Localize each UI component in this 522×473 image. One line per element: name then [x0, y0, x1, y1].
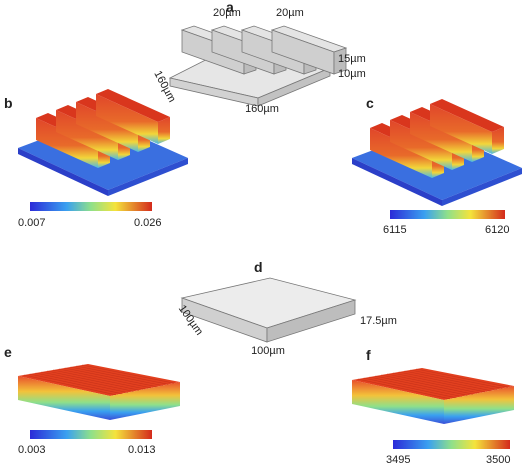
slab-right [110, 382, 180, 420]
texture-line [41, 371, 134, 392]
texture-line [47, 370, 140, 391]
ridge-side [370, 128, 432, 178]
dimension-label: 10µm [338, 68, 366, 80]
dimension-label: 100µm [251, 345, 285, 357]
texture-line [52, 369, 146, 390]
colorbar [393, 440, 510, 449]
texture-line [76, 365, 169, 385]
ridge-end [158, 117, 170, 144]
texture-line [70, 366, 163, 386]
colorbar [30, 202, 152, 211]
base-side [108, 158, 188, 196]
panel-e-heatmap [18, 364, 180, 420]
dimension-label: 20µm [213, 7, 241, 19]
ridge-end [333, 47, 347, 75]
dimension-label: 20µm [276, 7, 304, 19]
ridge-side [36, 118, 98, 168]
texture-line [64, 367, 157, 387]
panel-c-heatmap [352, 99, 522, 206]
texture-line [29, 373, 122, 394]
texture-line [58, 368, 151, 389]
texture-line [416, 368, 509, 388]
ridge-top [430, 99, 504, 132]
texture-line [82, 364, 175, 384]
slab-right [444, 386, 514, 424]
dimension-label: 15µm [338, 53, 366, 65]
ridge-side [430, 104, 492, 154]
panel-f-heatmap [352, 368, 514, 424]
colorbar-max: 6120 [485, 224, 509, 236]
ridge-side [410, 112, 472, 162]
slab-front [18, 376, 110, 420]
colorbar-min: 0.003 [18, 444, 46, 456]
ridge-end [492, 127, 504, 154]
colorbar-min: 0.007 [18, 217, 46, 229]
panel-label: b [4, 95, 13, 111]
slab-front [352, 380, 444, 424]
dimension-label: 17.5µm [360, 315, 397, 327]
dimension-label: 160µm [245, 103, 279, 115]
ridge-side [96, 94, 158, 144]
texture-line [23, 374, 116, 396]
base-side [442, 168, 522, 206]
colorbar-max: 3500 [486, 454, 510, 466]
texture-line [398, 371, 491, 391]
ridge-side [76, 102, 138, 152]
texture-line [404, 370, 497, 390]
texture-line [363, 377, 456, 398]
panel-label: e [4, 344, 12, 360]
ridge-side [390, 120, 452, 170]
colorbar [390, 210, 505, 219]
ridge-top [96, 89, 170, 122]
panel-d-slab [180, 277, 357, 343]
panel-label: f [366, 347, 371, 363]
panel-label: d [254, 259, 263, 275]
panel-label: c [366, 95, 374, 111]
colorbar-min: 6115 [383, 224, 407, 236]
colorbar-max: 0.026 [134, 217, 162, 229]
base-side [352, 158, 442, 206]
panel-a-geometry [168, 25, 348, 107]
colorbar-min: 3495 [386, 454, 410, 466]
panel-b-heatmap [18, 89, 188, 196]
texture-line [381, 374, 474, 395]
texture-line [392, 372, 485, 393]
ridge-side [56, 110, 118, 160]
colorbar-max: 0.013 [128, 444, 156, 456]
base-side [18, 148, 108, 196]
panel-label: a [226, 0, 234, 15]
texture-line [357, 378, 450, 400]
texture-line [386, 373, 480, 394]
texture-line [35, 372, 128, 393]
texture-line [375, 375, 468, 396]
texture-line [410, 369, 503, 389]
colorbar [30, 430, 152, 439]
texture-line [369, 376, 462, 397]
